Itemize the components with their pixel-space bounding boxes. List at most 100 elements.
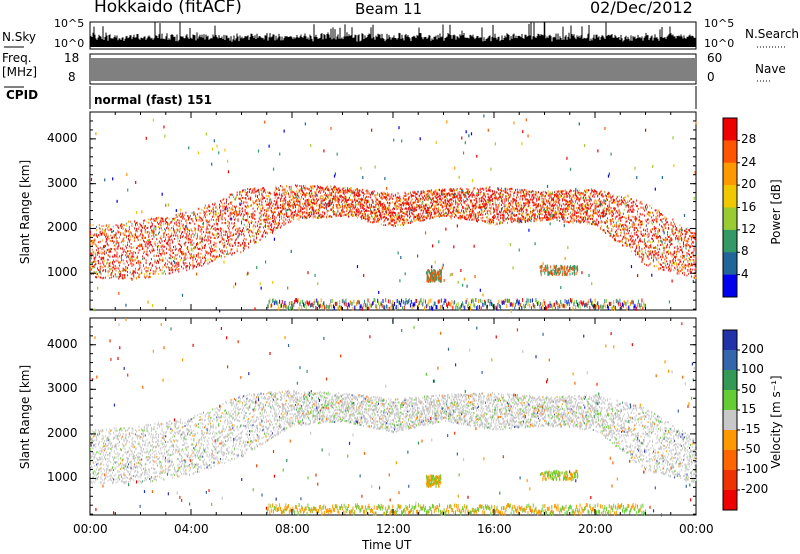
- echo-cell: [226, 198, 227, 201]
- echo-cell: [150, 258, 152, 261]
- echo-cell: [280, 203, 281, 206]
- echo-cell: [219, 203, 220, 206]
- echo-cell: [236, 250, 238, 253]
- echo-cell: [162, 259, 164, 262]
- echo-cell: [381, 203, 383, 206]
- echo-cell: [204, 216, 206, 219]
- echo-cell: [393, 214, 395, 217]
- echo-cell: [116, 266, 118, 269]
- echo-cell: [411, 212, 413, 215]
- echo-cell: [387, 207, 389, 210]
- echo-cell: [383, 224, 385, 227]
- echo-cell: [322, 188, 324, 191]
- echo-cell: [225, 221, 227, 224]
- echo-cell: [410, 220, 412, 223]
- ground-cell: [378, 301, 380, 306]
- echo-cell: [236, 211, 238, 214]
- echo-cell: [112, 266, 113, 269]
- echo-cell: [254, 189, 256, 192]
- echo-cell: [147, 246, 149, 249]
- echo-cell: [348, 206, 349, 209]
- echo-cell: [354, 198, 356, 201]
- echo-cell: [97, 246, 98, 249]
- echo-cell: [204, 239, 205, 242]
- echo-cell: [309, 187, 311, 190]
- echo-cell: [258, 211, 260, 214]
- echo-cell: [416, 190, 418, 193]
- echo-cell: [266, 218, 268, 221]
- echo-cell: [196, 234, 198, 237]
- echo-cell: [266, 200, 268, 203]
- echo-cell: [226, 230, 227, 233]
- scatter-cell: [260, 286, 262, 290]
- echo-cell: [195, 227, 197, 230]
- echo-cell: [128, 232, 130, 235]
- echo-cell: [316, 208, 318, 211]
- echo-cell: [116, 237, 118, 240]
- echo-cell: [218, 216, 220, 219]
- echo-cell: [376, 211, 378, 214]
- echo-cell: [367, 206, 369, 209]
- echo-cell: [371, 211, 372, 214]
- echo-cell: [173, 218, 175, 221]
- ground-cell: [268, 300, 270, 305]
- echo-cell: [258, 193, 260, 196]
- echo-cell: [182, 215, 184, 218]
- scatter-cell: [190, 248, 192, 252]
- echo-cell: [90, 268, 91, 271]
- echo-cell: [206, 213, 208, 216]
- echo-cell: [166, 266, 167, 269]
- echo-cell: [411, 220, 413, 223]
- echo-cell: [95, 256, 97, 259]
- echo-cell: [364, 197, 366, 200]
- echo-cell: [163, 271, 165, 274]
- echo-cell: [407, 222, 409, 225]
- echo-cell: [407, 202, 409, 205]
- echo-cell: [241, 194, 243, 197]
- echo-cell: [131, 273, 133, 276]
- echo-cell: [299, 215, 301, 218]
- echo-cell: [220, 256, 222, 259]
- echo-cell: [234, 228, 236, 231]
- echo-cell: [316, 193, 318, 196]
- echo-cell: [337, 198, 339, 201]
- echo-cell: [239, 207, 241, 210]
- echo-cell: [184, 232, 186, 235]
- ground-cell: [421, 301, 423, 306]
- echo-cell: [169, 272, 171, 275]
- echo-cell: [287, 203, 288, 206]
- echo-cell: [274, 219, 276, 222]
- echo-cell: [186, 232, 188, 235]
- echo-cell: [243, 241, 245, 244]
- echo-cell: [310, 186, 312, 189]
- echo-cell: [254, 218, 256, 221]
- echo-cell: [244, 243, 246, 246]
- echo-cell: [161, 240, 163, 243]
- scatter-cell: [216, 144, 218, 148]
- echo-cell: [104, 231, 106, 234]
- echo-cell: [396, 217, 398, 220]
- echo-cell: [359, 201, 361, 204]
- echo-cell: [294, 202, 296, 205]
- echo-cell: [298, 189, 300, 192]
- ground-cell: [363, 299, 365, 304]
- echo-cell: [157, 221, 159, 224]
- echo-cell: [405, 194, 407, 197]
- echo-cell: [375, 198, 377, 201]
- echo-cell: [143, 222, 144, 225]
- echo-cell: [101, 253, 103, 256]
- echo-cell: [101, 257, 103, 260]
- echo-cell: [324, 193, 326, 196]
- echo-cell: [288, 195, 290, 198]
- echo-cell: [296, 197, 298, 200]
- echo-cell: [150, 221, 152, 224]
- echo-cell: [94, 271, 96, 274]
- echo-cell: [301, 206, 303, 209]
- echo-cell: [139, 249, 141, 252]
- echo-cell: [398, 216, 400, 219]
- echo-cell: [312, 206, 314, 209]
- echo-cell: [158, 261, 159, 264]
- echo-cell: [231, 201, 233, 204]
- echo-cell: [269, 197, 271, 200]
- echo-cell: [191, 239, 193, 242]
